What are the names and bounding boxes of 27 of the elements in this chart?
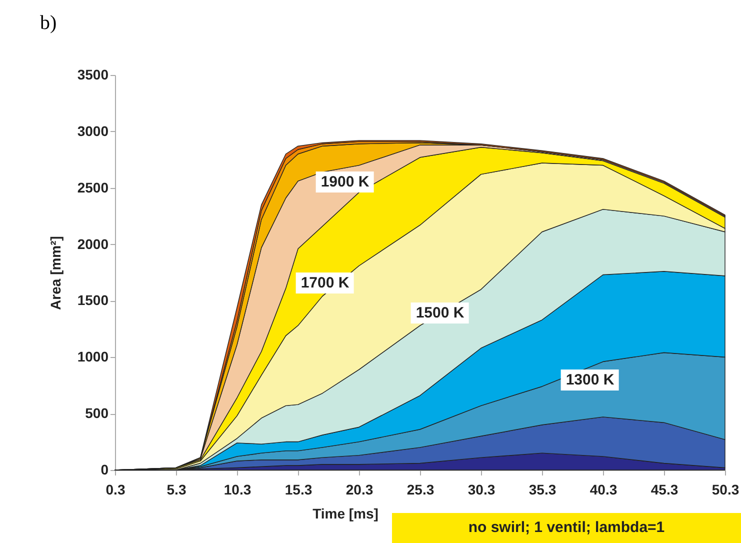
x-tick-label: 40.3 xyxy=(590,482,618,498)
annotation: 1700 K xyxy=(296,272,354,294)
x-tick-label: 20.3 xyxy=(346,482,374,498)
x-axis-title: Time [ms] xyxy=(312,506,378,522)
y-tick-label: 1500 xyxy=(77,292,109,308)
x-tick-label: 25.3 xyxy=(406,482,434,498)
x-tick-label: 45.3 xyxy=(650,482,678,498)
y-tick-label: 2500 xyxy=(77,179,109,196)
x-tick-label: 35.3 xyxy=(528,482,556,498)
x-tick-label: 30.3 xyxy=(468,482,496,498)
x-tick-label: 50.3 xyxy=(712,482,740,498)
y-tick-label: 0 xyxy=(100,462,109,478)
text: b) xyxy=(40,12,57,35)
y-tick-label: 1000 xyxy=(77,348,109,365)
y-axis-title: Area [mm²] xyxy=(47,236,64,310)
x-tick-label: 0.3 xyxy=(106,482,126,498)
annotation: 1900 K xyxy=(316,172,374,192)
y-tick-label: 500 xyxy=(85,405,109,422)
y-tick-label: 3000 xyxy=(77,122,109,139)
x-tick-label: 15.3 xyxy=(284,482,312,498)
annotation: 1300 K xyxy=(560,370,620,390)
x-tick-label: 5.3 xyxy=(166,482,186,498)
y-tick-label: 2000 xyxy=(77,236,109,252)
x-tick-label: 10.3 xyxy=(224,482,252,498)
annotation: 1500 K xyxy=(410,302,470,324)
text: no swirl; 1 ventil; lambda=1 xyxy=(392,513,741,543)
y-tick-label: 3500 xyxy=(77,66,109,82)
